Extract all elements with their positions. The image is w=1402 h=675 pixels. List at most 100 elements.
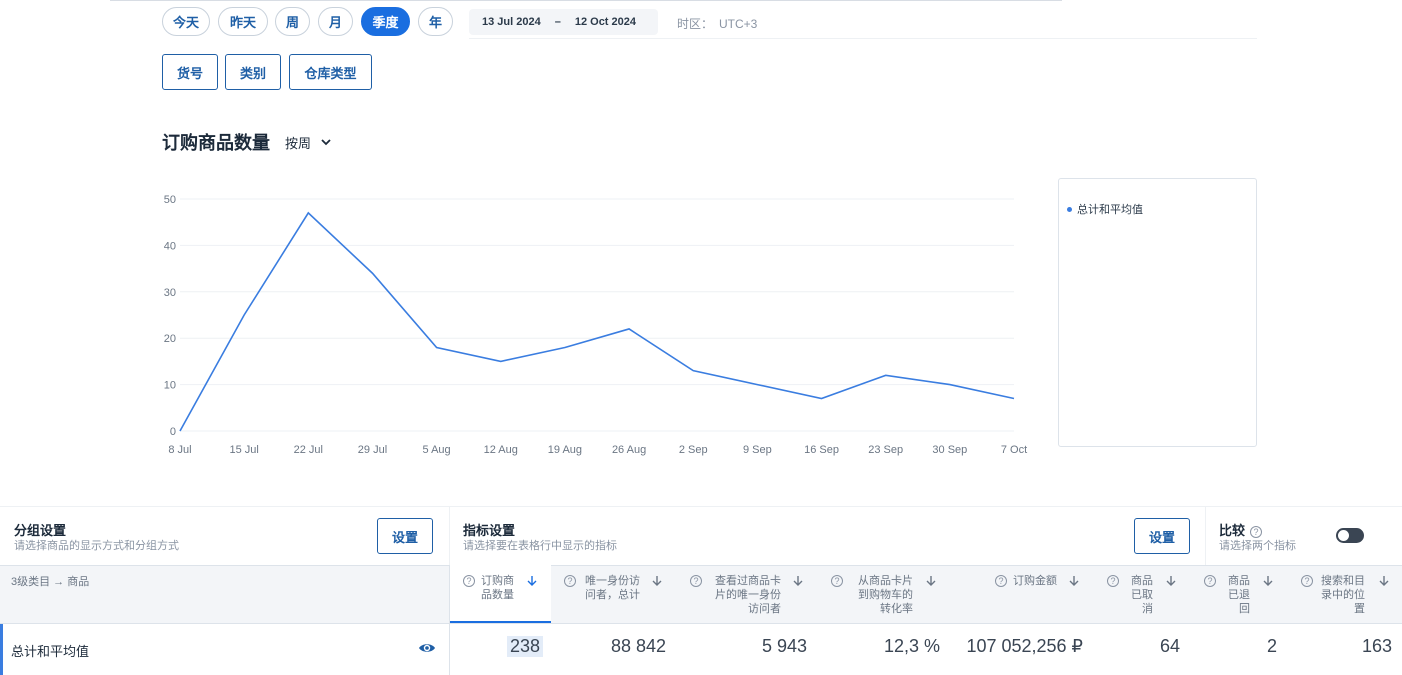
period-week-button[interactable]: 周 [275, 7, 310, 36]
help-icon[interactable]: ? [831, 575, 843, 587]
column-header-text[interactable]: 商品 [1228, 575, 1250, 587]
sort-arrow-icon[interactable] [1263, 574, 1273, 592]
row-label: 总计和平均值 [11, 644, 90, 659]
period-today-button[interactable]: 今天 [162, 7, 210, 36]
series-line [179, 211, 1015, 432]
sort-arrow-icon[interactable] [527, 574, 537, 592]
column-header-text[interactable]: 转化率 [880, 603, 913, 615]
settings-row: 分组设置 请选择商品的显示方式和分组方式 设置 指标设置 请选择要在表格行中显示… [0, 506, 1402, 566]
group-settings-title: 分组设置 [14, 523, 67, 538]
sort-arrow-icon[interactable] [793, 574, 803, 592]
sort-arrow-icon[interactable] [652, 574, 662, 592]
x-tick-label: 22 Jul [294, 444, 323, 456]
compare-title-text: 比较 [1219, 523, 1246, 538]
column-header-text[interactable]: 已取 [1131, 589, 1153, 601]
active-column-highlight [450, 565, 551, 623]
table-cell: 12,3 % [883, 636, 940, 656]
y-tick-label: 20 [164, 333, 176, 345]
column-header-text[interactable]: 置 [1354, 603, 1365, 615]
settings-divider [1205, 507, 1206, 566]
help-icon[interactable]: ? [463, 575, 475, 587]
column-header-text[interactable]: 录中的位 [1321, 589, 1365, 601]
help-icon[interactable]: ? [1204, 575, 1216, 587]
x-tick-label: 30 Sep [932, 444, 967, 456]
column-header-text[interactable]: 回 [1239, 603, 1250, 615]
date-start: 13 Jul 2024 [482, 16, 541, 28]
x-tick-label: 8 Jul [168, 444, 191, 456]
x-tick-label: 7 Oct [1001, 444, 1027, 456]
y-tick-label: 30 [164, 287, 176, 299]
table-cell: 64 [1159, 636, 1180, 656]
legend-label: 总计和平均值 [1077, 204, 1143, 216]
metric-settings-subtitle: 请选择要在表格行中显示的指标 [463, 540, 617, 552]
table-row[interactable]: 总计和平均值 [0, 623, 1402, 675]
period-year-button[interactable]: 年 [418, 7, 453, 36]
help-icon[interactable]: ? [1301, 575, 1313, 587]
metric-settings-button[interactable]: 设置 [1134, 518, 1190, 554]
eye-icon[interactable] [418, 642, 436, 654]
x-tick-label: 5 Aug [423, 444, 451, 456]
sort-arrow-icon[interactable] [1379, 574, 1389, 592]
date-range-picker[interactable]: 13 Jul 2024 – 12 Oct 2024 [469, 9, 658, 35]
table-column-divider [449, 565, 450, 675]
timezone-label: 时区： [677, 17, 714, 31]
metric-settings-title: 指标设置 [463, 523, 516, 538]
compare-toggle[interactable] [1336, 528, 1364, 543]
column-header-text[interactable]: 已退 [1228, 589, 1250, 601]
group-category-button[interactable]: 类别 [225, 54, 281, 90]
help-icon[interactable]: ? [1250, 525, 1263, 538]
column-header-text[interactable]: 消 [1142, 603, 1153, 615]
column-header-text[interactable]: 问者，总计 [585, 589, 640, 601]
line-chart: 0 10 20 30 40 50 8 Jul 15 Jul 22 Jul 29 Jul 5 Aug 1… [164, 194, 1027, 456]
column-header-text[interactable]: 唯一身份访 [585, 575, 640, 587]
period-quarter-button[interactable]: 季度 [361, 7, 410, 36]
table-cell: 238 [506, 636, 543, 657]
chart-legend: 总计和平均值 [1058, 178, 1257, 447]
y-tick-label: 10 [164, 380, 176, 392]
x-tick-label: 19 Aug [548, 444, 582, 456]
legend-item[interactable]: 总计和平均值 [1067, 201, 1143, 217]
sort-arrow-icon[interactable] [1069, 574, 1079, 592]
sort-arrow-icon[interactable] [926, 574, 936, 592]
period-month-button[interactable]: 月 [318, 7, 353, 36]
column-header-text[interactable]: 从商品卡片 [858, 575, 913, 587]
column-header-text[interactable]: 到购物车的 [858, 589, 913, 601]
chart-mode-select[interactable]: 按周 [285, 133, 331, 152]
period-yesterday-button[interactable]: 昨天 [218, 7, 268, 36]
top-divider [110, 0, 1062, 1]
date-dash: – [554, 16, 561, 28]
compare-title: 比较? [1219, 520, 1263, 539]
group-settings-button[interactable]: 设置 [377, 518, 433, 554]
column-header-text[interactable]: 查看过商品卡 [715, 575, 781, 587]
toggle-knob [1338, 530, 1349, 541]
column-header-text[interactable]: 搜索和目 [1321, 575, 1365, 587]
chevron-down-icon [321, 139, 331, 146]
table-cell: 163 [1361, 636, 1392, 656]
column-header-text[interactable]: 访问者 [748, 603, 781, 615]
row-accent [0, 624, 3, 675]
help-icon[interactable]: ? [995, 575, 1007, 587]
legend-dot [1067, 206, 1072, 212]
help-icon[interactable]: ? [564, 575, 576, 587]
group-sku-button[interactable]: 货号 [162, 54, 218, 90]
y-tick-label: 0 [170, 426, 176, 438]
sort-arrow-icon[interactable] [1166, 574, 1176, 592]
chart-title: 订购商品数量 [162, 133, 270, 153]
column-header-text[interactable]: 订购金额 [1013, 575, 1057, 587]
help-icon[interactable]: ? [690, 575, 702, 587]
column-header-text[interactable]: 片的唯一身份 [715, 589, 781, 601]
column-header-text[interactable]: 品数量 [481, 589, 514, 601]
column-header-text[interactable]: 商品 [1131, 575, 1153, 587]
x-tick-label: 2 Sep [679, 444, 708, 456]
column-header-text[interactable]: 订购商 [481, 575, 514, 587]
x-tick-label: 23 Sep [868, 444, 903, 456]
table-cell: 107 052,256 ₽ [966, 636, 1083, 656]
help-icon[interactable]: ? [1107, 575, 1119, 587]
filter-divider [469, 38, 1257, 39]
date-end: 12 Oct 2024 [574, 16, 636, 28]
group-warehouse-type-button[interactable]: 仓库类型 [289, 54, 372, 90]
x-tick-label: 26 Aug [612, 444, 646, 456]
timezone: 时区： UTC+3 [677, 15, 757, 32]
y-tick-label: 40 [164, 240, 176, 252]
